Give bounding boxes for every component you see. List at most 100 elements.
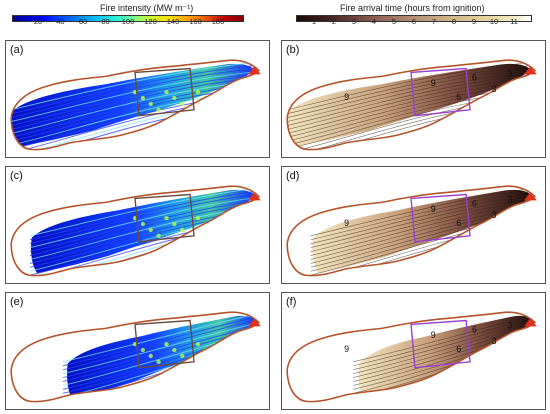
intensity-streak — [11, 81, 254, 134]
arrival-contour — [310, 188, 530, 237]
fire-intensity-area — [67, 315, 258, 400]
high-intensity-spot — [164, 215, 169, 221]
high-intensity-spot — [140, 95, 146, 101]
contour-label: 3 — [507, 320, 512, 330]
colorbar-tick-label: 8 — [451, 16, 457, 26]
treatment-area-outline — [410, 319, 471, 369]
colorbar-tick-label: 120 — [144, 16, 157, 26]
arrival-map: 9 9 6 6 33 — [286, 311, 537, 403]
intensity-streak — [62, 323, 254, 375]
colorbar-tick-label: 11 — [510, 16, 518, 26]
panel-label: (a) — [10, 44, 24, 56]
high-intensity-spot — [148, 227, 153, 233]
high-intensity-spot — [140, 221, 146, 227]
intensity-colorbar-title: Fire intensity (MW m⁻¹) — [100, 3, 194, 13]
fire-perimeter — [286, 59, 537, 151]
arrival-contour — [287, 84, 530, 138]
high-intensity-spot — [180, 227, 185, 233]
high-intensity-spot — [148, 353, 153, 359]
high-intensity-spot — [172, 347, 177, 353]
colorbar-tick-label: 5 — [391, 16, 397, 26]
contour-label: 6 — [472, 72, 477, 82]
high-intensity-spot — [156, 107, 161, 112]
contour-label: 6 — [456, 344, 461, 354]
treatment-area-outline — [134, 319, 195, 369]
arrival-contour — [287, 78, 530, 130]
intensity-streak — [11, 65, 254, 115]
fire-intensity-area — [11, 63, 255, 148]
fire-perimeter — [10, 311, 261, 403]
high-intensity-spot — [195, 89, 201, 95]
high-intensity-spot — [148, 101, 153, 107]
contour-label: 3 — [492, 336, 497, 346]
contour-label: 9 — [344, 92, 349, 102]
contour-label: 9 — [431, 330, 436, 340]
high-intensity-spot — [180, 101, 185, 107]
fire-perimeter — [10, 59, 261, 151]
treatment-area-outline — [410, 67, 471, 117]
arrival-contour — [353, 320, 530, 370]
intensity-map — [10, 185, 261, 277]
intensity-streak — [29, 197, 254, 249]
arrival-map: 9 9 6 6 33 — [286, 59, 537, 151]
colorbar-tick-label: 7 — [431, 16, 437, 26]
arrival-contour — [287, 71, 530, 122]
contour-label: 9 — [431, 78, 436, 88]
arrival-contour — [287, 65, 530, 115]
contour-label: 6 — [456, 218, 461, 228]
colorbar-tick-label: 4 — [371, 16, 377, 26]
panel-label: (b) — [286, 44, 300, 56]
intensity-streak — [62, 326, 254, 379]
panel-b: 9 9 6 6 3 3 (b) — [281, 40, 546, 158]
high-intensity-spot — [156, 359, 161, 364]
high-intensity-spot — [140, 347, 146, 353]
high-intensity-spot — [156, 233, 161, 238]
arrival-contour — [310, 204, 530, 256]
high-intensity-spot — [172, 221, 177, 227]
high-intensity-spot — [172, 95, 177, 101]
high-intensity-spot — [195, 341, 201, 347]
panel-a: (a) — [5, 40, 270, 158]
treatment-area-outline — [134, 67, 195, 117]
intensity-colorbar — [12, 15, 244, 22]
contour-label: 3 — [507, 194, 512, 204]
intensity-streak — [11, 71, 254, 123]
arrival-contour — [353, 314, 530, 363]
panel-e: (e) — [5, 292, 270, 410]
ignition-point-icon — [248, 192, 261, 201]
fire-arrival-area — [358, 315, 535, 400]
panel-label: (d) — [286, 170, 300, 182]
arrival-contour — [310, 197, 530, 248]
intensity-streak — [62, 320, 254, 371]
high-intensity-spot — [180, 353, 185, 359]
contour-label: 3 — [507, 68, 512, 78]
colorbar-tick-label: 60 — [78, 16, 88, 26]
ignition-point-icon — [524, 192, 537, 201]
arrival-colorbar-title: Fire arrival time (hours from ignition) — [340, 3, 485, 13]
colorbar-tick-label: 10 — [489, 16, 499, 26]
high-intensity-spot — [164, 89, 169, 95]
treatment-area-outline — [410, 193, 471, 243]
contour-label: 6 — [456, 92, 461, 102]
panel-c: (c) — [5, 166, 270, 284]
intensity-streak — [29, 203, 254, 256]
intensity-streak — [11, 84, 254, 138]
contour-label: 6 — [472, 324, 477, 334]
colorbar-tick-label: 40 — [56, 16, 65, 26]
intensity-streak — [11, 74, 254, 127]
ignition-point-icon — [248, 66, 261, 75]
arrival-contour — [353, 317, 530, 367]
ignition-point-icon — [524, 318, 537, 327]
arrival-map: 9 9 6 6 33 — [286, 185, 537, 277]
panel-label: (f) — [286, 296, 297, 308]
intensity-streak — [29, 200, 254, 253]
colorbar-tick-label: 80 — [101, 16, 110, 26]
contour-label: 9 — [344, 218, 349, 228]
contour-label: 6 — [472, 198, 477, 208]
panel-label: (c) — [10, 170, 23, 182]
fire-arrival-area — [287, 63, 531, 148]
intensity-streak — [29, 191, 254, 241]
panel-label: (e) — [10, 296, 24, 308]
arrival-contour — [310, 194, 530, 244]
intensity-streak — [29, 188, 254, 237]
